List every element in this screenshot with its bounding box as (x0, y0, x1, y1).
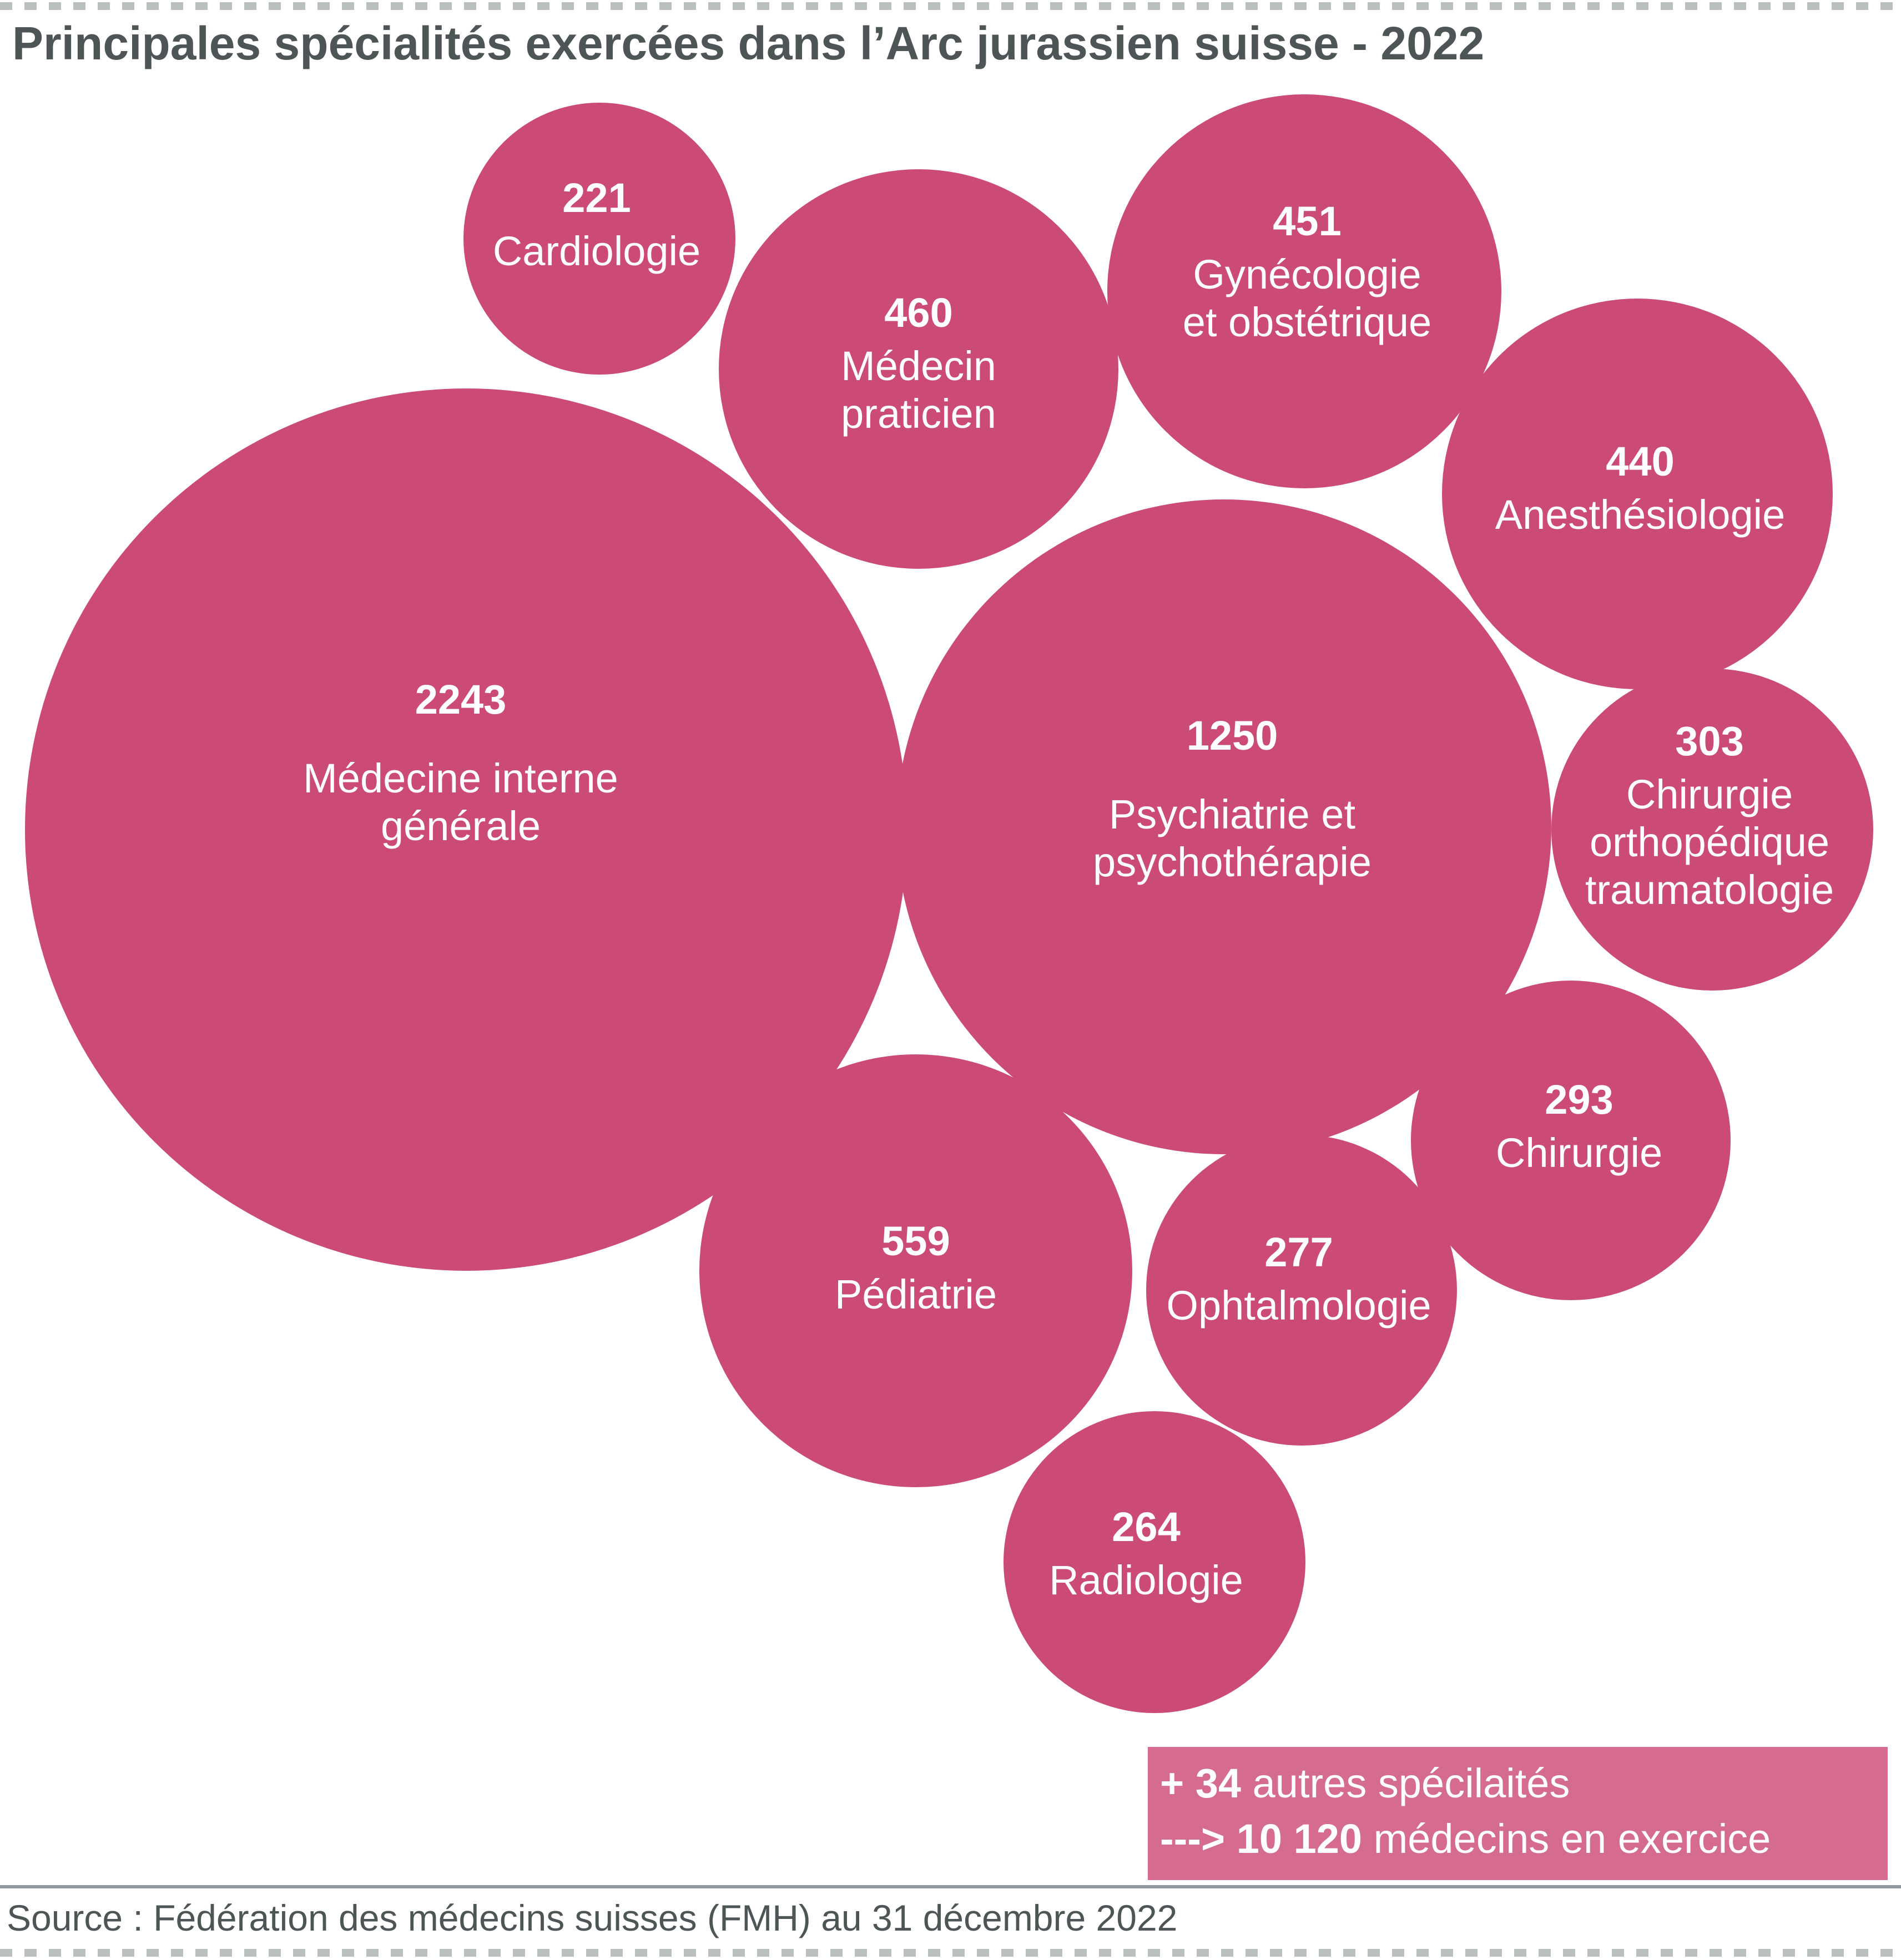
bubble-value-label: 559 (881, 1218, 950, 1264)
callout-other-label: autres spécilaités (1241, 1760, 1570, 1806)
bubble-circle (1146, 1135, 1457, 1446)
bubble-value-label: 440 (1606, 438, 1674, 484)
bubble: 277 Ophtalmologie (1146, 1135, 1457, 1446)
source-divider (0, 1885, 1901, 1888)
bubble-value-label: 451 (1273, 198, 1341, 244)
bubble-circle (896, 499, 1551, 1154)
bubble-circle (719, 169, 1118, 569)
bubble-category-label: traumatologie (1585, 867, 1834, 913)
bubble-category-label: orthopédique (1590, 819, 1829, 865)
bubble: 559 Pédiatrie (699, 1054, 1132, 1487)
bubble: 440 Anesthésiologie (1442, 299, 1833, 689)
bubble-category-label: Cardiologie (493, 228, 700, 274)
bubble-category-label: générale (381, 803, 541, 849)
bubble-category-label: Anesthésiologie (1495, 492, 1785, 538)
bubble-category-label: Psychiatrie et (1109, 791, 1356, 837)
bubble-category-label: Radiologie (1049, 1557, 1243, 1603)
bubble: 221 Cardiologie (463, 103, 735, 375)
bubble-category-label: Chirurgie (1496, 1130, 1662, 1176)
bubble-value-label: 264 (1112, 1504, 1180, 1550)
callout-other-count: + 34 (1160, 1760, 1242, 1806)
bubble-circle (1411, 981, 1731, 1300)
chart-title: Principales spécialités exercées dans l’… (12, 17, 1485, 69)
bubble-circle (699, 1054, 1132, 1487)
bubble-value-label: 293 (1545, 1077, 1613, 1123)
bubble-value-label: 277 (1264, 1229, 1333, 1275)
bubble: 293 Chirurgie (1411, 981, 1731, 1300)
bubble-category-label: Pédiatrie (835, 1271, 997, 1317)
bubble-value-label: 460 (884, 290, 952, 336)
bubble-category-label: Médecine interne (303, 755, 618, 801)
callout-total-label: médecins en exercice (1362, 1816, 1771, 1862)
callout-line-1: + 34 autres spécilaités (1160, 1756, 1888, 1811)
bubble-circle (1107, 94, 1501, 488)
callout-line-2: ---> 10 120 médecins en exercice (1160, 1811, 1888, 1867)
bubble-circle (1551, 669, 1873, 991)
bubble-category-label: praticien (841, 391, 996, 437)
summary-callout: + 34 autres spécilaités ---> 10 120 méde… (1148, 1747, 1888, 1880)
bubble-value-label: 303 (1675, 718, 1743, 764)
bubble-circle (25, 388, 907, 1271)
bubble-value-label: 221 (562, 175, 631, 221)
bubble-category-label: Ophtalmologie (1166, 1282, 1431, 1328)
bubble-category-label: Gynécologie (1193, 251, 1421, 297)
bubble: 264 Radiologie (1004, 1411, 1305, 1713)
bubble-category-label: Chirurgie (1626, 771, 1793, 817)
bubble-category-label: et obstétrique (1183, 299, 1431, 345)
top-dashed-rule (0, 2, 1901, 10)
bubble-value-label: 1250 (1187, 713, 1278, 759)
source-note: Source : Fédération des médecins suisses… (7, 1897, 1178, 1938)
bubble-circle (1004, 1411, 1305, 1713)
bubble-category-label: psychothérapie (1093, 839, 1371, 885)
bubble-category-label: Médecin (841, 343, 996, 389)
bubble-value-label: 2243 (415, 676, 507, 723)
callout-total-count: ---> 10 120 (1160, 1816, 1363, 1862)
bubble-circle (463, 103, 735, 375)
bottom-dashed-rule (0, 1949, 1901, 1957)
bubble-circle (1442, 299, 1833, 689)
